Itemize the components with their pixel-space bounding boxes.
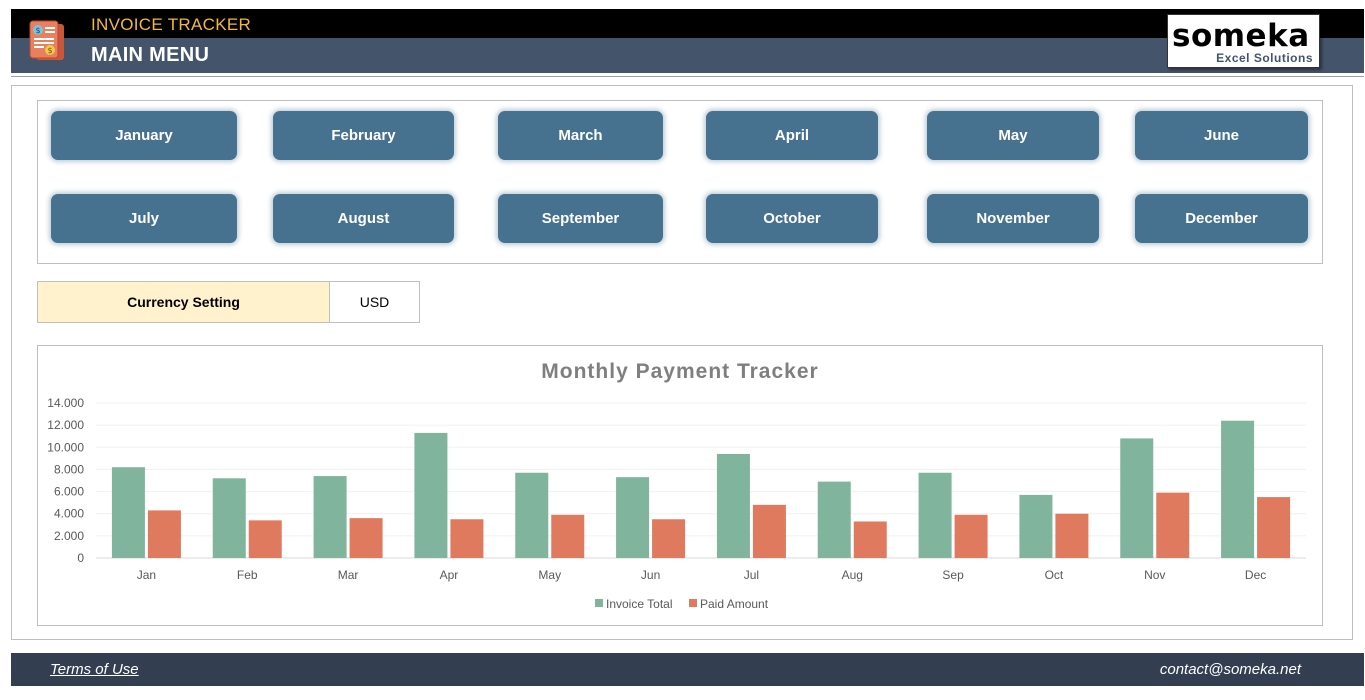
invoice-total-bar	[1019, 494, 1053, 558]
invoice-document-icon: $ $	[29, 20, 64, 60]
invoice-total-bar	[212, 478, 246, 558]
app-title: INVOICE TRACKER	[91, 15, 252, 34]
paid-amount-bar	[1156, 492, 1190, 558]
legend-swatch-paid-amount	[689, 599, 697, 607]
x-tick-label: Nov	[1144, 568, 1165, 582]
main-content-frame	[11, 85, 1353, 640]
legend-label-paid-amount: Paid Amount	[700, 597, 769, 611]
chart-title: Monthly Payment Tracker	[541, 360, 818, 383]
invoice-total-bar	[616, 477, 650, 558]
invoice-total-bar	[817, 481, 851, 558]
y-tick-label: 6.000	[54, 485, 84, 499]
month-button-october[interactable]: October	[706, 194, 878, 243]
header-divider	[11, 76, 1364, 77]
paid-amount-bar	[853, 521, 887, 558]
paid-amount-bar	[147, 510, 181, 558]
invoice-total-bar	[313, 476, 347, 558]
paid-amount-bar	[652, 519, 686, 558]
paid-amount-bar	[248, 520, 282, 558]
x-tick-label: Jul	[744, 568, 759, 582]
month-button-december[interactable]: December	[1135, 194, 1308, 243]
legend-swatch-invoice-total	[595, 599, 603, 607]
month-button-january[interactable]: January	[51, 111, 237, 160]
month-button-july[interactable]: July	[51, 194, 237, 243]
month-button-september[interactable]: September	[498, 194, 663, 243]
contact-email: contact@someka.net	[1159, 661, 1301, 678]
invoice-total-bar	[1120, 438, 1154, 558]
invoice-total-bar	[111, 467, 145, 558]
someka-logo[interactable]: someka Excel Solutions	[1167, 14, 1320, 68]
svg-text:$: $	[35, 26, 40, 35]
page-title: MAIN MENU	[91, 44, 210, 66]
terms-of-use-link[interactable]: Terms of Use	[50, 661, 139, 678]
x-tick-label: Sep	[942, 568, 964, 582]
y-tick-label: 14.000	[47, 396, 84, 410]
paid-amount-bar	[1257, 497, 1291, 558]
invoice-total-bar	[414, 432, 448, 558]
currency-setting-label: Currency Setting	[37, 281, 330, 323]
y-tick-label: 12.000	[47, 418, 84, 432]
month-button-november[interactable]: November	[927, 194, 1099, 243]
month-button-may[interactable]: May	[927, 111, 1099, 160]
x-tick-label: Jun	[641, 568, 660, 582]
invoice-total-bar	[918, 472, 952, 558]
header-top-bar	[11, 9, 1364, 38]
paid-amount-bar	[954, 514, 988, 558]
month-button-august[interactable]: August	[273, 194, 454, 243]
y-tick-label: 4.000	[54, 507, 84, 521]
footer-bar	[11, 653, 1364, 686]
month-button-april[interactable]: April	[706, 111, 878, 160]
monthly-payment-chart: Monthly Payment Tracker 0 2.000 4.000 6.000 8…	[37, 345, 1323, 626]
paid-amount-bar	[1055, 513, 1089, 558]
y-tick-label: 8.000	[54, 462, 84, 476]
legend-label-invoice-total: Invoice Total	[606, 597, 673, 611]
svg-text:$: $	[47, 46, 52, 55]
invoice-total-bar	[515, 472, 549, 558]
invoice-total-bar	[1221, 420, 1255, 558]
chart-canvas: Monthly Payment Tracker 0 2.000 4.000 6.000 8…	[47, 360, 1306, 611]
month-button-march[interactable]: March	[498, 111, 663, 160]
x-tick-label: Mar	[338, 568, 359, 582]
currency-setting-value[interactable]: USD	[329, 281, 420, 323]
y-tick-label: 10.000	[47, 440, 84, 454]
x-tick-label: Oct	[1045, 568, 1064, 582]
paid-amount-bar	[551, 514, 585, 558]
y-tick-label: 2.000	[54, 529, 84, 543]
header-bottom-bar	[11, 38, 1364, 73]
paid-amount-bar	[752, 504, 786, 558]
logo-subtitle: Excel Solutions	[1216, 51, 1313, 65]
x-tick-label: May	[538, 568, 561, 582]
logo-name: someka	[1172, 18, 1310, 54]
month-button-february[interactable]: February	[273, 111, 454, 160]
x-tick-label: Apr	[440, 568, 459, 582]
invoice-total-bar	[716, 453, 750, 558]
paid-amount-bar	[450, 519, 484, 558]
y-tick-label: 0	[77, 551, 84, 565]
paid-amount-bar	[349, 518, 383, 558]
x-tick-label: Aug	[842, 568, 863, 582]
x-tick-label: Feb	[237, 568, 258, 582]
x-tick-label: Jan	[137, 568, 156, 582]
month-buttons-panel	[37, 100, 1323, 264]
month-button-june[interactable]: June	[1135, 111, 1308, 160]
x-tick-label: Dec	[1245, 568, 1266, 582]
